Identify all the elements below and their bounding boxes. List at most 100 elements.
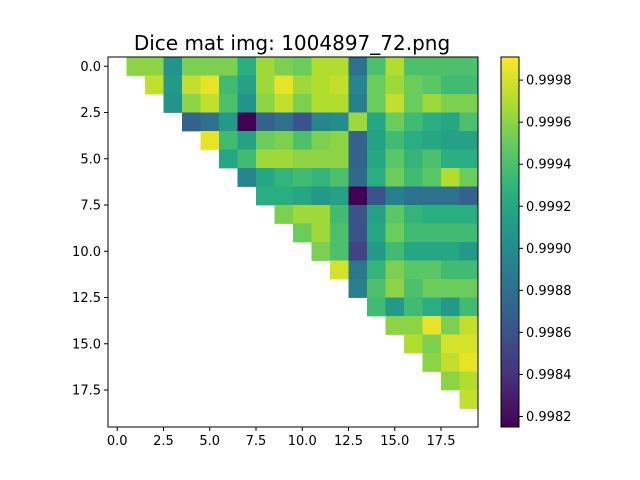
heatmap-cell bbox=[422, 168, 442, 187]
heatmap-cell bbox=[367, 112, 386, 132]
heatmap-cell bbox=[182, 94, 201, 113]
heatmap-cell bbox=[441, 57, 460, 76]
heatmap-cell bbox=[459, 279, 479, 298]
heatmap-cell bbox=[163, 57, 183, 76]
heatmap-cell bbox=[385, 242, 405, 261]
heatmap-cell bbox=[293, 131, 312, 150]
heatmap-cell bbox=[237, 131, 257, 150]
heatmap-cell bbox=[422, 75, 442, 95]
heatmap-cell bbox=[274, 186, 294, 206]
y-axis: 0.0 2.5 5.0 7.5 10.0 12.5 15.0 17.5 bbox=[72, 60, 108, 399]
heatmap-cell bbox=[163, 94, 183, 113]
heatmap-cell bbox=[404, 334, 423, 354]
heatmap-cell bbox=[237, 57, 257, 76]
heatmap-cell bbox=[182, 57, 201, 76]
heatmap-cell bbox=[422, 149, 442, 169]
heatmap-cell bbox=[219, 149, 238, 169]
heatmap-cell bbox=[330, 186, 349, 206]
x-tick-label: 17.5 bbox=[427, 434, 456, 449]
heatmap-cell bbox=[422, 297, 442, 317]
colorbar-tick-label: 0.9994 bbox=[526, 158, 572, 173]
heatmap-cell bbox=[422, 57, 442, 76]
heatmap-cell bbox=[367, 279, 386, 298]
heatmap-cell bbox=[311, 149, 331, 169]
heatmap-cell bbox=[330, 260, 349, 280]
heatmap-cell bbox=[293, 223, 312, 243]
heatmap-cell bbox=[367, 75, 386, 95]
heatmap-cell bbox=[274, 75, 294, 95]
y-tick-label: 7.5 bbox=[80, 199, 101, 214]
colorbar-tick-label: 0.9988 bbox=[526, 284, 572, 299]
heatmap-cell bbox=[219, 131, 238, 150]
heatmap-cell bbox=[441, 94, 460, 113]
heatmap-cell bbox=[385, 223, 405, 243]
heatmap-cell bbox=[219, 94, 238, 113]
heatmap-cell bbox=[274, 149, 294, 169]
colorbar-tick-label: 0.9990 bbox=[526, 242, 572, 257]
heatmap-cell bbox=[385, 279, 405, 298]
heatmap-cell bbox=[404, 57, 423, 76]
heatmap-cell bbox=[348, 205, 368, 224]
heatmap-cell bbox=[385, 131, 405, 150]
heatmap-cell bbox=[200, 94, 220, 113]
heatmap-cell bbox=[385, 94, 405, 113]
heatmap-cell bbox=[311, 112, 331, 132]
heatmap-cell bbox=[311, 242, 331, 261]
heatmap-cell bbox=[219, 112, 238, 132]
heatmap-cell bbox=[330, 168, 349, 187]
heatmap-cell bbox=[459, 297, 479, 317]
heatmap-cell bbox=[441, 334, 460, 354]
heatmap-cell bbox=[422, 260, 442, 280]
heatmap-cell bbox=[441, 353, 460, 372]
heatmap-cell bbox=[404, 149, 423, 169]
heatmap-cell bbox=[237, 168, 257, 187]
heatmap-cell bbox=[422, 223, 442, 243]
x-tick-label: 15.0 bbox=[380, 434, 409, 449]
heatmap-cell bbox=[145, 75, 164, 95]
heatmap-cell bbox=[422, 279, 442, 298]
heatmap-cell bbox=[330, 57, 349, 76]
heatmap-cell bbox=[293, 186, 312, 206]
heatmap-cell bbox=[256, 112, 275, 132]
heatmap-cell bbox=[459, 260, 479, 280]
heatmap-cell bbox=[330, 131, 349, 150]
heatmap-cell bbox=[311, 168, 331, 187]
heatmap-cell bbox=[404, 297, 423, 317]
heatmap-cell bbox=[404, 316, 423, 335]
colorbar bbox=[500, 56, 520, 428]
heatmap-cell bbox=[126, 57, 146, 76]
heatmap-cell bbox=[237, 75, 257, 95]
heatmap-cell bbox=[256, 75, 275, 95]
heatmap-cell bbox=[348, 131, 368, 150]
heatmap-cell bbox=[293, 205, 312, 224]
heatmap-cell bbox=[441, 297, 460, 317]
heatmap-cell bbox=[404, 94, 423, 113]
heatmap-cell bbox=[404, 186, 423, 206]
heatmap-cell bbox=[459, 149, 479, 169]
heatmap-cell bbox=[311, 205, 331, 224]
heatmap-cell bbox=[200, 57, 220, 76]
heatmap-cell bbox=[256, 94, 275, 113]
heatmap-cell bbox=[330, 112, 349, 132]
heatmap-cell bbox=[385, 316, 405, 335]
heatmap-cell bbox=[459, 353, 479, 372]
heatmap-cell bbox=[200, 131, 220, 150]
colorbar-tick-label: 0.9996 bbox=[526, 116, 572, 131]
colorbar-tick-label: 0.9998 bbox=[526, 74, 572, 89]
heatmap-cell bbox=[459, 371, 479, 391]
heatmap-cell bbox=[404, 75, 423, 95]
heatmap-cell bbox=[348, 168, 368, 187]
colorbar-tick-label: 0.9986 bbox=[526, 326, 572, 341]
heatmap-cell bbox=[293, 112, 312, 132]
heatmap-cell bbox=[348, 223, 368, 243]
heatmap-cell bbox=[404, 223, 423, 243]
heatmap-cell bbox=[367, 205, 386, 224]
heatmap-cell bbox=[293, 149, 312, 169]
y-tick-label: 2.5 bbox=[80, 106, 101, 121]
heatmap-cell bbox=[256, 149, 275, 169]
heatmap-cell bbox=[256, 168, 275, 187]
heatmap-cell bbox=[330, 94, 349, 113]
x-tick-label: 5.0 bbox=[199, 434, 220, 449]
heatmap-cell bbox=[385, 260, 405, 280]
